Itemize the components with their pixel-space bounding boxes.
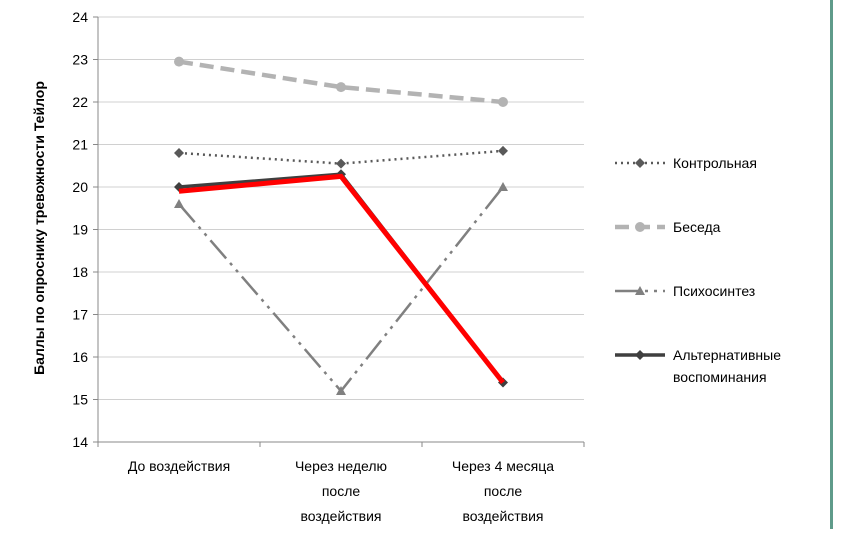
y-tick-label: 14 — [72, 434, 88, 450]
legend-label: воспоминания — [673, 369, 767, 385]
x-tick-label: воздействия — [462, 508, 543, 524]
legend-label: Психосинтез — [673, 283, 755, 299]
y-tick-label: 21 — [72, 137, 88, 153]
data-point-kontrolnaya — [174, 148, 184, 158]
legend-item-psikhosintez: Психосинтез — [615, 283, 755, 299]
legend-item-kontrolnaya: Контрольная — [615, 155, 757, 171]
data-point-psikhosintez — [336, 386, 346, 395]
series-beseda — [174, 56, 508, 107]
frame-border — [830, 0, 833, 529]
highlight-line — [178, 173, 505, 385]
data-point-beseda — [498, 97, 508, 107]
y-tick-label: 15 — [72, 392, 88, 408]
data-point-psikhosintez — [498, 182, 508, 191]
series-kontrolnaya — [174, 145, 508, 169]
y-tick-label: 24 — [72, 9, 88, 25]
y-tick-label: 16 — [72, 349, 88, 365]
legend-swatch-marker — [635, 222, 645, 232]
series-line-psikhosintez — [178, 186, 504, 393]
data-point-psikhosintez — [174, 199, 184, 208]
data-point-kontrolnaya — [498, 145, 508, 156]
x-tick-label: Через неделю — [295, 458, 387, 474]
data-point-beseda — [336, 82, 346, 93]
series-line-alternativnye — [178, 172, 505, 384]
y-tick-label: 17 — [72, 307, 88, 323]
y-tick-label: 20 — [72, 179, 88, 195]
legend-label: Альтернативные — [673, 347, 781, 363]
legend-label: Контрольная — [673, 155, 757, 171]
x-tick-label: воздействия — [300, 508, 381, 524]
series-psikhosintez — [174, 182, 508, 395]
data-point-kontrolnaya — [336, 158, 346, 169]
x-tick-label: после — [484, 483, 523, 499]
legend-swatch-marker — [635, 350, 645, 360]
legend-swatch-marker — [635, 286, 645, 295]
y-tick-label: 18 — [72, 264, 88, 280]
y-tick-label: 22 — [72, 94, 88, 110]
x-tick-label: До воздействия — [128, 458, 230, 474]
x-tick-label: Через 4 месяца — [452, 458, 554, 474]
legend-swatch-marker — [635, 158, 645, 168]
legend-label: Беседа — [673, 219, 721, 235]
data-point-beseda — [174, 56, 184, 67]
legend-item-alternativnye: Альтернативные воспоминания — [615, 347, 781, 385]
y-tick-label: 19 — [72, 222, 88, 238]
series-line-beseda — [178, 59, 504, 105]
legend-item-beseda: Беседа — [615, 219, 721, 235]
x-tick-label: после — [322, 483, 361, 499]
series-alternativnye — [174, 169, 508, 388]
y-axis-label: Баллы по опроснику тревожности Тейлор — [31, 81, 47, 375]
y-tick-label: 23 — [72, 52, 88, 68]
